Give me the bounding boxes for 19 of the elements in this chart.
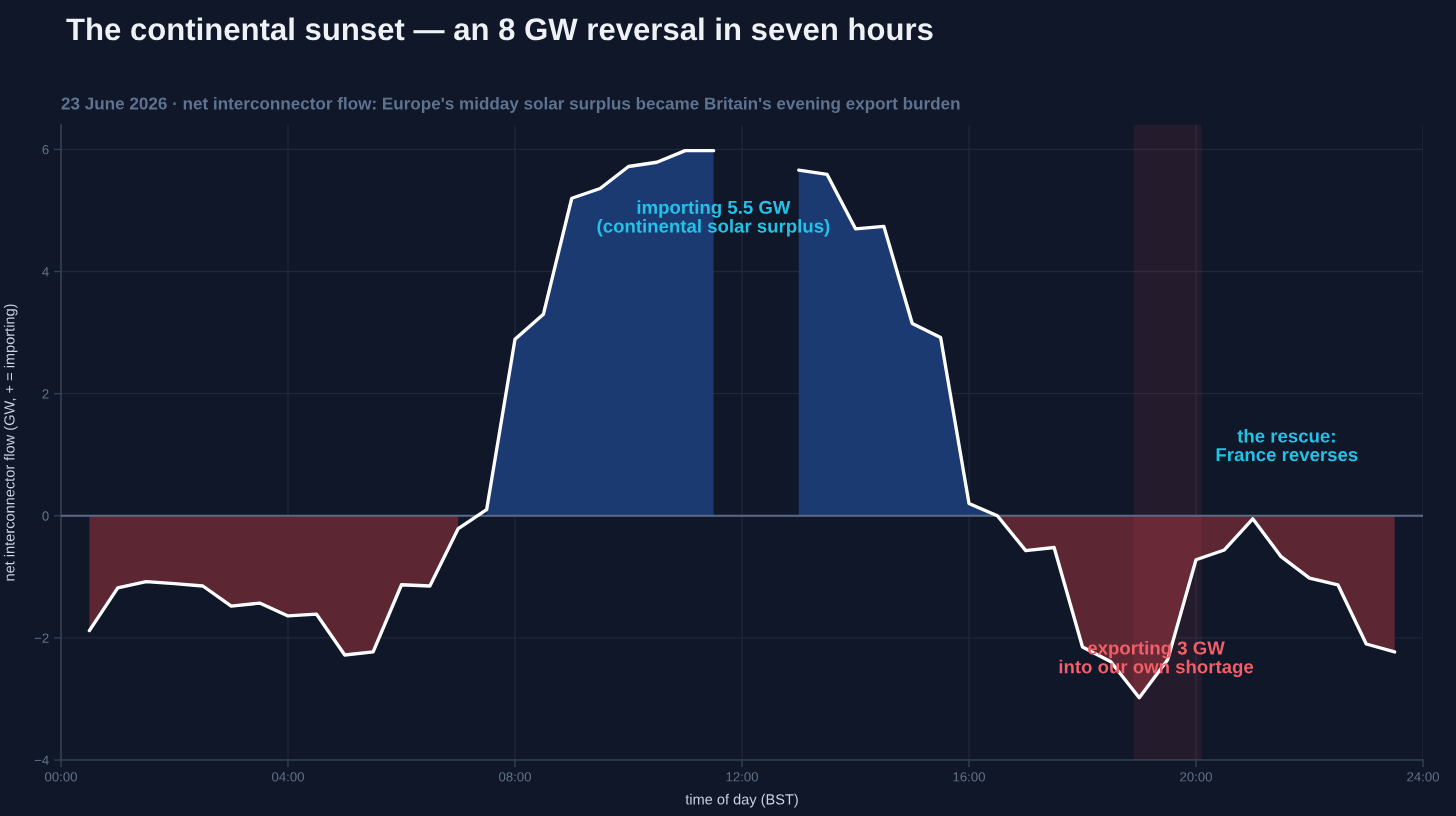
x-tick-label: 16:00 bbox=[953, 772, 985, 782]
x-axis-title: time of day (BST) bbox=[685, 793, 798, 808]
y-axis-title: net interconnector flow (GW, + = importing) bbox=[3, 304, 18, 581]
x-tick-label: 08:00 bbox=[499, 772, 531, 782]
chart-title: The continental sunset — an 8 GW reversal in seven hours bbox=[66, 17, 933, 41]
x-tick-label: 20:00 bbox=[1180, 772, 1212, 782]
x-tick-label: 12:00 bbox=[726, 772, 758, 782]
chart-subtitle: 23 June 2026 · net interconnector flow: Europe's midday solar surplus became Britain's evening export burden bbox=[61, 97, 960, 113]
x-tick-label: 04:00 bbox=[272, 772, 304, 782]
x-tick-label: 24:00 bbox=[1407, 772, 1439, 782]
x-tick-label: 00:00 bbox=[45, 772, 77, 782]
y-tick-label: −2 bbox=[34, 633, 49, 643]
y-tick-label: 6 bbox=[42, 144, 49, 155]
annotation: importing 5.5 GW (continental solar surplus) bbox=[597, 200, 830, 237]
y-tick-label: −4 bbox=[34, 755, 49, 765]
y-tick-label: 0 bbox=[42, 511, 49, 521]
annotation: the rescue: France reverses bbox=[1216, 428, 1358, 462]
y-tick-label: 2 bbox=[42, 389, 49, 399]
y-tick-label: 4 bbox=[42, 267, 49, 277]
